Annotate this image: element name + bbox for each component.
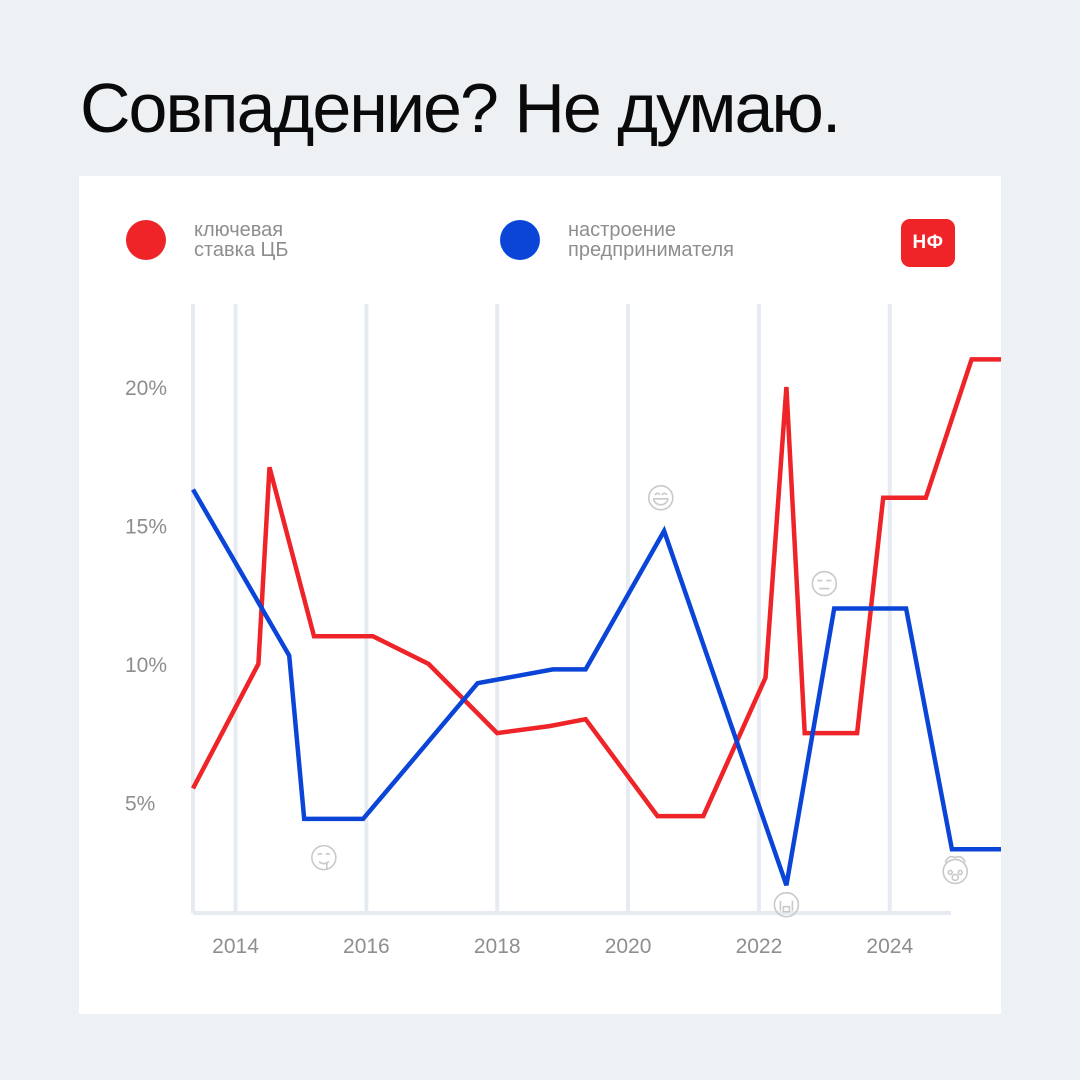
x-tick-label-2024: 2024 (866, 935, 913, 958)
legend-label-key-rate: ключевая ставка ЦБ (194, 220, 288, 260)
brand-logo: НФ (901, 219, 955, 267)
legend-label-line: предпринимателя (568, 239, 734, 261)
crying-face-icon (773, 891, 800, 918)
x-tick-label-2016: 2016 (343, 935, 390, 958)
exploding-head-icon (942, 855, 969, 885)
legend-label-line: ставка ЦБ (194, 239, 289, 261)
x-tick-label-2014: 2014 (212, 935, 259, 958)
y-tick-label-15: 15% (125, 515, 167, 538)
legend-label-sentiment: настроение предпринимателя (568, 220, 734, 260)
drooling-face-icon (311, 844, 337, 871)
legend-label-line: ключевая (194, 219, 284, 241)
legend-dot-sentiment (500, 220, 540, 260)
legend-item-sentiment: настроение предпринимателя (500, 220, 734, 260)
headline: Совпадение? Не думаю. (80, 69, 841, 147)
legend-item-key-rate: ключевая ставка ЦБ (126, 220, 288, 260)
x-tick-label-2022: 2022 (736, 935, 783, 958)
chart-card: ключевая ставка ЦБ настроение предприним… (79, 176, 1001, 1014)
y-tick-label-10: 10% (125, 654, 167, 677)
line-chart: 2014 2016 2018 2020 2022 2024 5% 10% 15% 20% (125, 304, 1001, 958)
series-line-key-rate (191, 357, 1001, 819)
series-line-sentiment (191, 488, 1001, 887)
grinning-face-icon (647, 484, 674, 511)
y-tick-label-5: 5% (125, 792, 155, 815)
x-tick-label-2018: 2018 (474, 935, 521, 958)
x-tick-label-2020: 2020 (605, 935, 652, 958)
y-tick-label-20: 20% (125, 377, 167, 400)
expressionless-face-icon (811, 570, 838, 597)
legend-dot-key-rate (126, 220, 166, 260)
legend-label-line: настроение (568, 219, 677, 241)
